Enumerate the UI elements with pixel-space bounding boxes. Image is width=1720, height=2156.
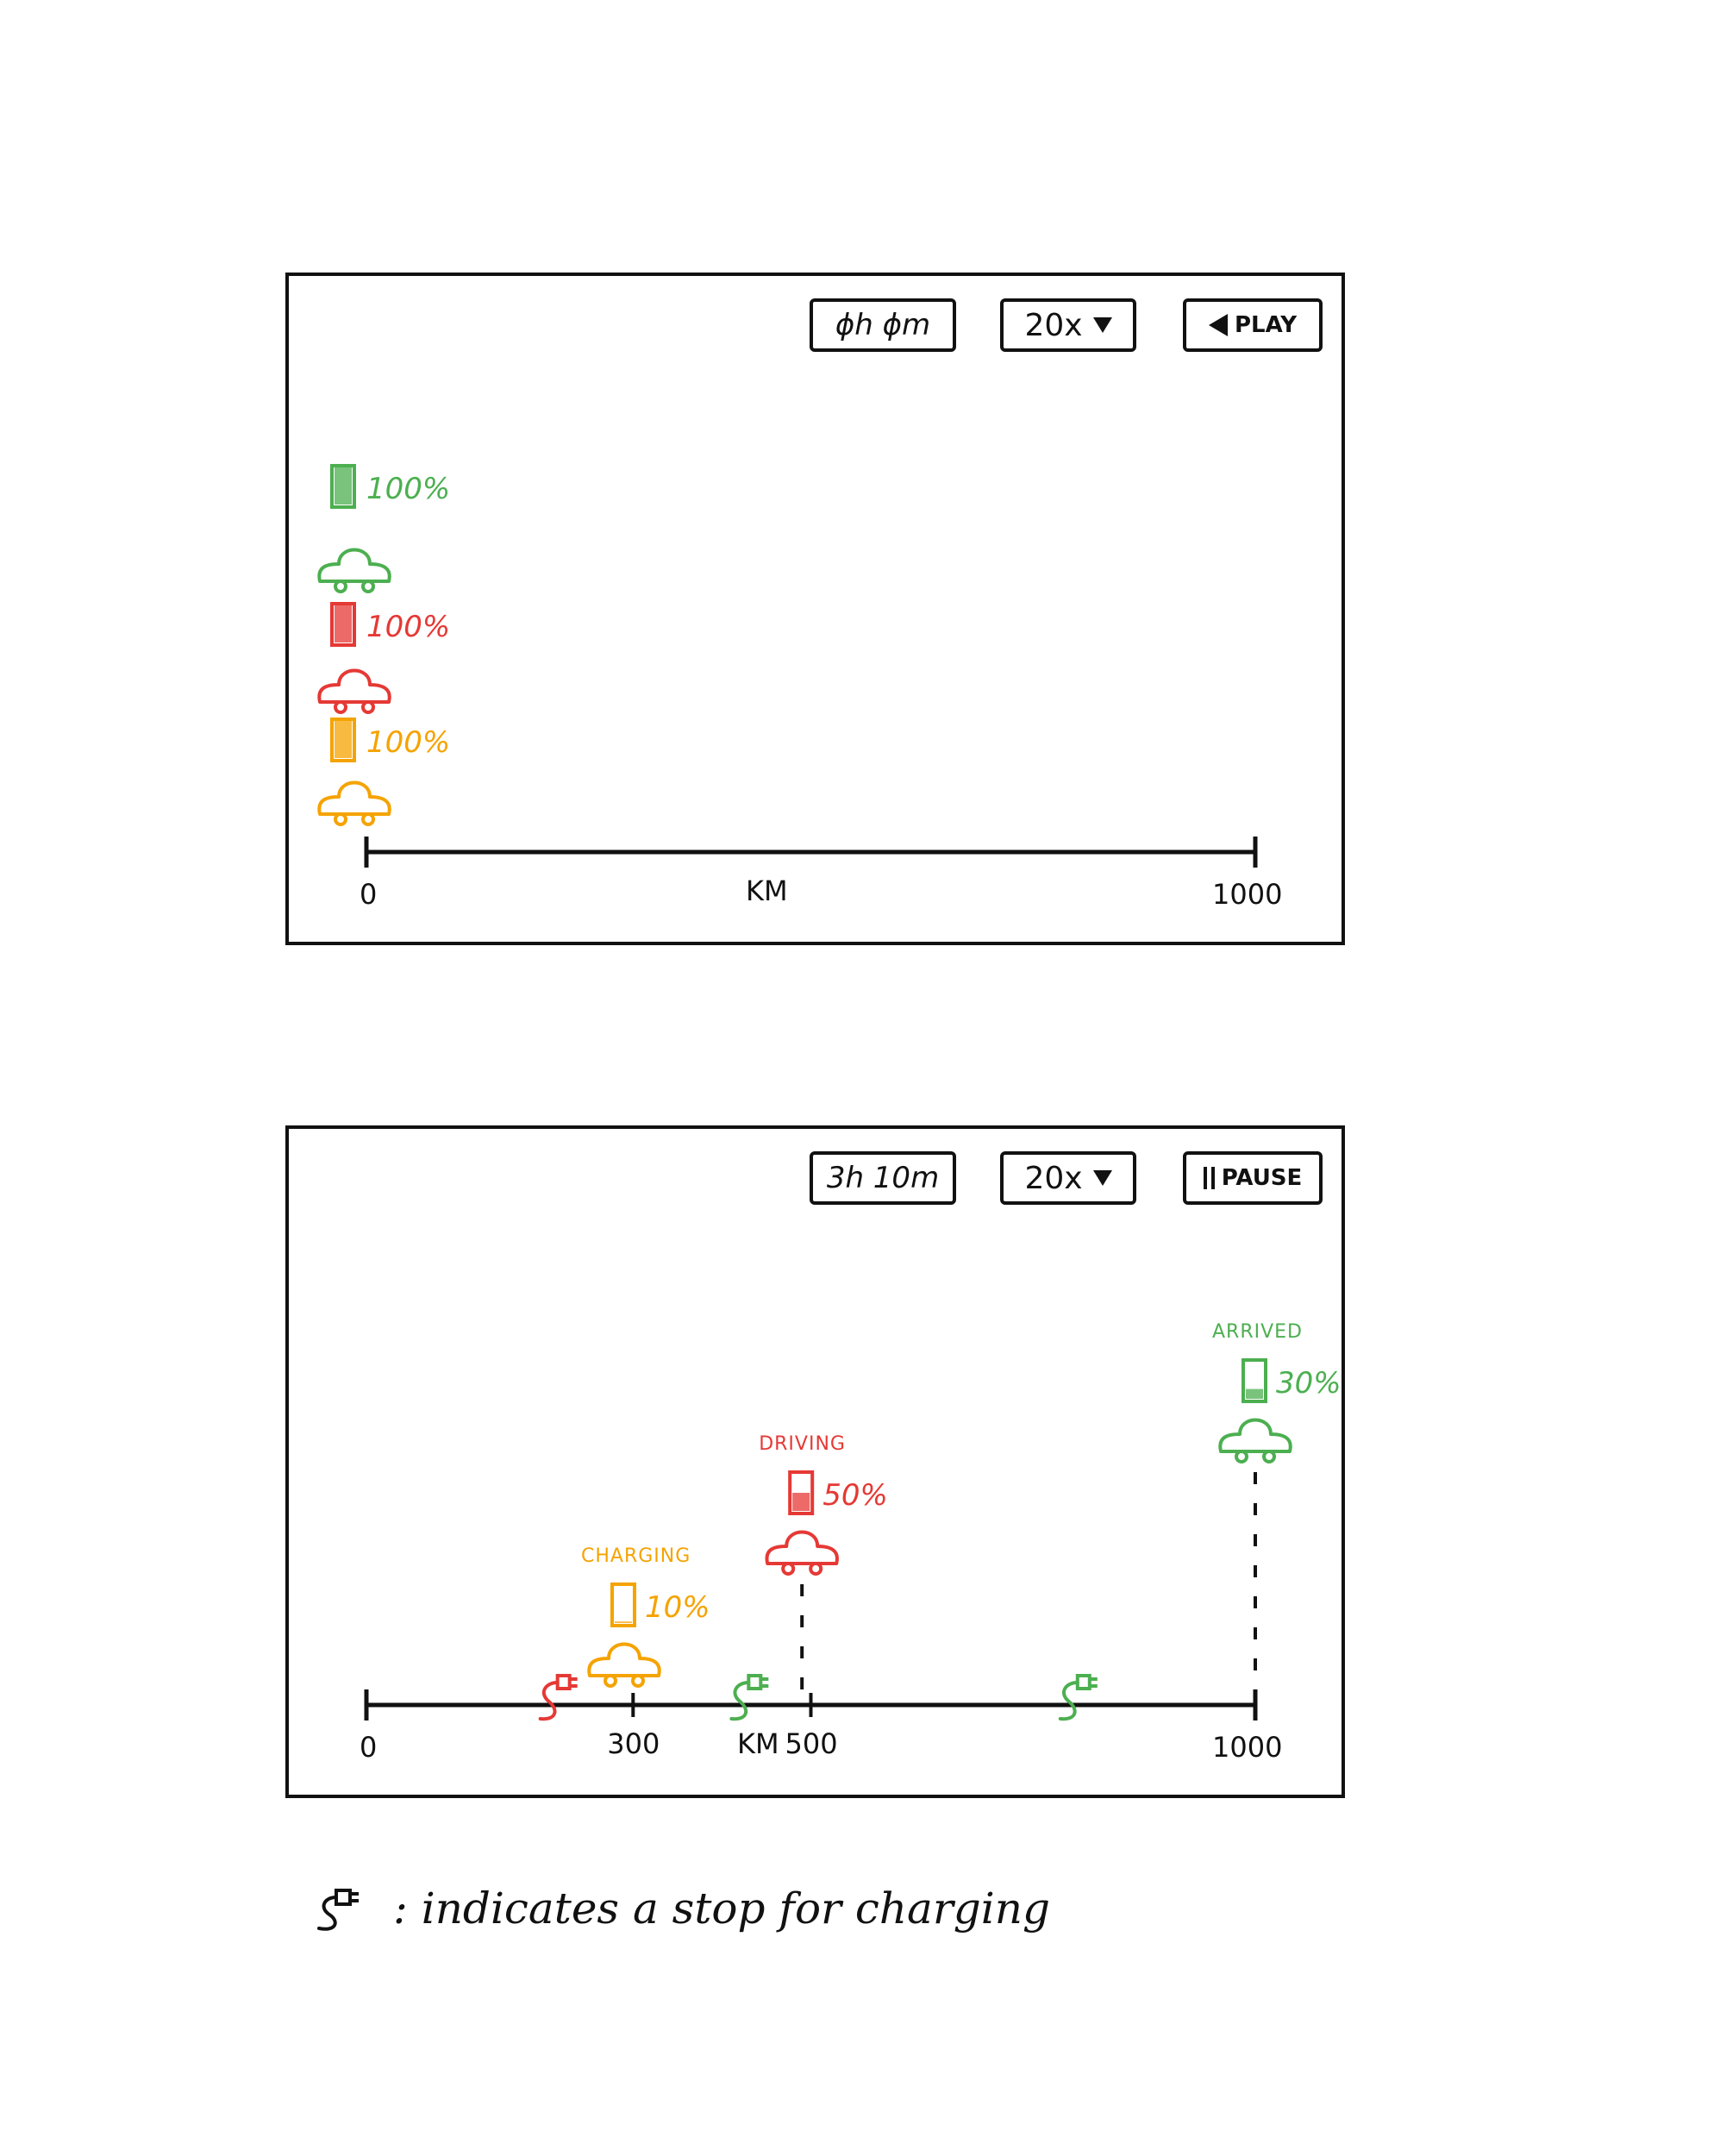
legend: : indicates a stop for charging (310, 1878, 1050, 1939)
battery-icon (330, 718, 356, 762)
car-icon-red (317, 668, 391, 714)
battery-label: 10% (645, 1590, 710, 1625)
car-status-label: DRIVING (759, 1433, 846, 1455)
axis-min-label: 0 (360, 1731, 377, 1764)
legend-text: : indicates a stop for charging (393, 1883, 1050, 1934)
axis-tick-label: 500 (785, 1727, 838, 1760)
car-icon-red (765, 1530, 839, 1576)
battery-icon (610, 1583, 636, 1627)
elapsed-time-label: ϕh ϕm (835, 308, 931, 342)
axis-tick-label: 300 (607, 1727, 660, 1760)
axis-unit-label: KM (746, 874, 788, 907)
chevron-down-icon (1092, 317, 1112, 333)
car-status-label: ARRIVED (1212, 1321, 1303, 1343)
battery-label: 100% (366, 610, 450, 644)
axis-unit-label: KM (737, 1727, 779, 1760)
axis-max-label: 1000 (1212, 1731, 1282, 1764)
speed-label: 20x (1024, 307, 1083, 343)
simulation-panel-running: 3h 10m 20x PAUSE 0 1000 KM 300 500 10% CHARGIN… (285, 1125, 1345, 1798)
pause-button-label: PAUSE (1221, 1165, 1303, 1191)
charging-station-plug-icon (538, 1674, 578, 1721)
speed-dropdown[interactable]: 20x (1000, 1151, 1136, 1205)
play-button[interactable]: PLAY (1183, 298, 1323, 352)
simulation-panel-start: ϕh ϕm 20x PLAY 0 1000 KM 100% 100% 100% (285, 273, 1345, 945)
charging-station-plug-icon (729, 1674, 769, 1721)
charging-station-plug-icon (1058, 1674, 1098, 1721)
plug-icon (317, 1889, 359, 1931)
battery-label: 50% (822, 1478, 888, 1513)
battery-icon (1242, 1358, 1267, 1403)
car-icon-orange (587, 1642, 661, 1688)
speed-dropdown[interactable]: 20x (1000, 298, 1136, 352)
car-icon-green (1218, 1418, 1292, 1463)
car-icon-green (317, 548, 391, 593)
pause-button[interactable]: PAUSE (1183, 1151, 1323, 1205)
chevron-down-icon (1092, 1170, 1112, 1186)
pause-icon (1203, 1167, 1215, 1189)
battery-icon (330, 602, 356, 647)
battery-label: 30% (1276, 1366, 1342, 1401)
route-track: 0 1000 KM 300 500 10% CHARGING 50% DRIVING 30% ARR… (360, 1321, 1342, 1764)
car-status-label: CHARGING (581, 1545, 691, 1567)
battery-label: 100% (366, 725, 450, 760)
play-button-label: PLAY (1234, 312, 1298, 338)
play-icon (1208, 314, 1228, 336)
elapsed-time-label: 3h 10m (826, 1161, 940, 1195)
elapsed-time-display: 3h 10m (810, 1151, 956, 1205)
axis-max-label: 1000 (1212, 878, 1282, 911)
battery-icon (788, 1470, 815, 1515)
battery-icon (330, 464, 356, 509)
speed-label: 20x (1024, 1160, 1083, 1196)
car-icon-orange (317, 780, 391, 826)
route-track: 0 1000 KM 100% 100% 100% (317, 464, 1282, 911)
battery-label: 100% (366, 472, 450, 506)
axis-min-label: 0 (360, 878, 377, 911)
elapsed-time-display: ϕh ϕm (810, 298, 956, 352)
